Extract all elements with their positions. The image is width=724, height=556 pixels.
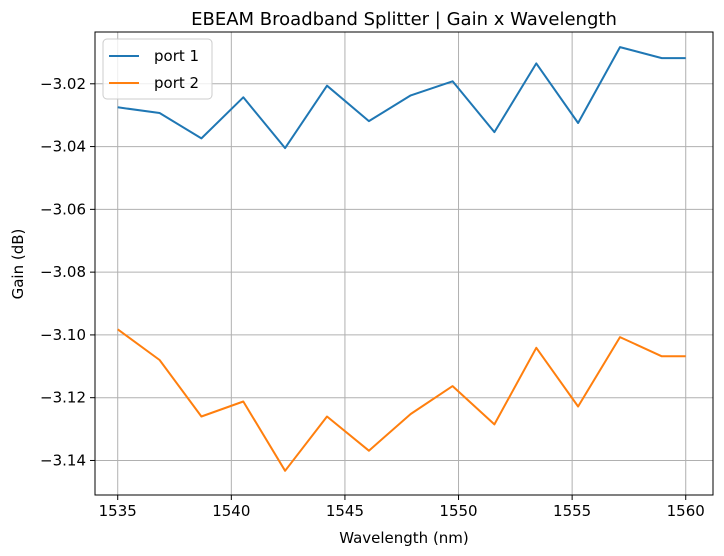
- y-axis-label: Gain (dB): [9, 229, 27, 300]
- x-axis-ticks: 1535 1540 1545 1550 1555 1560: [99, 495, 705, 520]
- plot-frame: [94, 31, 714, 496]
- grid: [95, 32, 713, 495]
- legend-label-port-1: port 1: [154, 47, 199, 65]
- x-tick-label: 1555: [553, 502, 591, 520]
- chart-title: EBEAM Broadband Splitter | Gain x Wavele…: [191, 9, 617, 30]
- x-tick-label: 1545: [326, 502, 364, 520]
- y-tick-label: −3.10: [40, 326, 86, 344]
- legend: port 1 port 2: [102, 38, 213, 100]
- series-lines: [117, 46, 686, 472]
- series-line-port-2: [117, 328, 686, 472]
- y-tick-label: −3.06: [40, 200, 86, 218]
- legend-label-port-2: port 2: [154, 74, 199, 92]
- x-tick-label: 1550: [439, 502, 477, 520]
- y-tick-label: −3.04: [40, 138, 86, 156]
- x-tick-label: 1535: [99, 502, 137, 520]
- x-tick-label: 1540: [212, 502, 250, 520]
- y-tick-label: −3.02: [40, 75, 86, 93]
- y-tick-label: −3.08: [40, 263, 86, 281]
- x-tick-label: 1560: [667, 502, 705, 520]
- y-tick-label: −3.14: [40, 451, 86, 469]
- y-axis-ticks: −3.14 −3.12 −3.10 −3.08 −3.06 −3.04 −3.02: [40, 75, 95, 469]
- x-axis-label: Wavelength (nm): [339, 529, 469, 547]
- y-tick-label: −3.12: [40, 389, 86, 407]
- series-line-port-1: [117, 46, 686, 150]
